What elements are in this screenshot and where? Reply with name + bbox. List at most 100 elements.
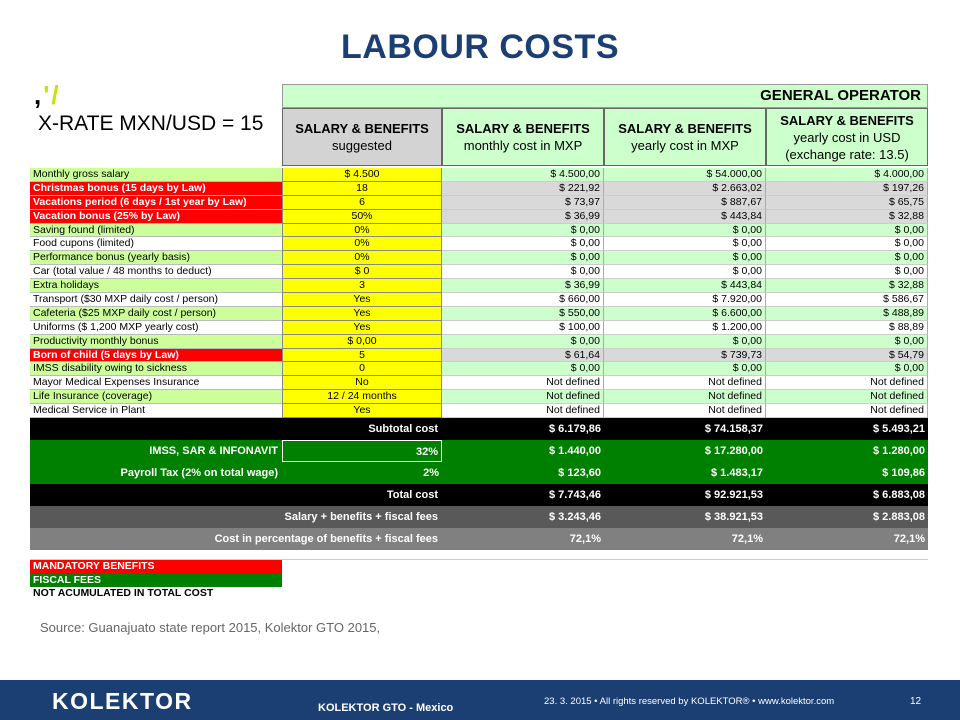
row-monthly: $ 100,00 [442, 320, 604, 335]
header-suggested: SALARY & BENEFITS suggested [282, 108, 442, 166]
table-row: Car (total value / 48 months to deduct) $… [30, 265, 928, 280]
row-suggested: Yes [282, 404, 442, 419]
row-yearly: Not defined [604, 390, 766, 405]
table-row: Vacation bonus (25% by Law) 50% $ 36,99 $ 4… [30, 209, 928, 224]
row-monthly: $ 0,00 [442, 334, 604, 349]
row-usd: $ 32,88 [766, 279, 928, 294]
row-label: IMSS disability owing to sickness [30, 362, 282, 377]
row-suggested: 18 [282, 181, 442, 196]
row-usd: Not defined [766, 404, 928, 419]
percentage-label: Cost in percentage of benefits + fiscal … [214, 533, 438, 546]
row-monthly: $ 73,97 [442, 195, 604, 210]
row-label: Extra holidays [30, 279, 282, 294]
row-usd: $ 88,89 [766, 320, 928, 335]
percentage-usd: 72,1% [893, 533, 925, 546]
subtotal-yearly: $ 74.158,37 [704, 423, 763, 436]
imss-label: IMSS, SAR & INFONAVIT [149, 445, 278, 458]
total-row: Total cost $ 7.743,46 $ 92.921,53 $ 6.88… [30, 484, 928, 507]
table-row: Born of child (5 days by Law) 5 $ 61,64 $ 7… [30, 348, 928, 363]
row-yearly: $ 739,73 [604, 348, 766, 363]
row-label: Life Insurance (coverage) [30, 390, 282, 405]
page-title: LABOUR COSTS [341, 28, 619, 66]
table-row: Saving found (limited) 0% $ 0,00 $ 0,00 $ 0,… [30, 223, 928, 238]
legend-mandatory-label: MANDATORY BENEFITS [30, 560, 282, 574]
row-monthly: $ 36,99 [442, 279, 604, 294]
header-yearly-mxp: SALARY & BENEFITS yearly cost in MXP [604, 108, 766, 166]
imss-yearly: $ 17.280,00 [704, 445, 763, 458]
row-suggested: 6 [282, 195, 442, 210]
benefits-row: Salary + benefits + fiscal fees $ 3.243,… [30, 506, 928, 529]
percentage-monthly: 72,1% [569, 533, 601, 546]
row-monthly: $ 61,64 [442, 348, 604, 363]
row-usd: Not defined [766, 390, 928, 405]
subtotal-row: Subtotal cost $ 6.179,86 $ 74.158,37 $ 5… [30, 418, 928, 441]
row-label: Christmas bonus (15 days by Law) [30, 181, 282, 196]
table-row: Productivity monthly bonus $ 0,00 $ 0,00 $ … [30, 334, 928, 349]
legend-not-accumulated: NOT ACUMULATED IN TOTAL COST [30, 587, 928, 598]
total-yearly: $ 92.921,53 [704, 489, 763, 502]
row-label: Performance bonus (yearly basis) [30, 251, 282, 266]
table-row: Christmas bonus (15 days by Law) 18 $ 221,… [30, 181, 928, 196]
cost-table: Monthly gross salary $ 4.500 $ 4.500,00 $ 5… [30, 168, 928, 598]
legend-fiscal-label: FISCAL FEES [30, 573, 282, 588]
footer-bar: KOLEKTOR KOLEKTOR GTO - Mexico 23. 3. 20… [0, 680, 960, 720]
row-usd: $ 197,26 [766, 181, 928, 196]
payroll-label: Payroll Tax (2% on total wage) [120, 467, 279, 480]
legend-not-accumulated-label: NOT ACUMULATED IN TOTAL COST [30, 587, 282, 598]
row-usd: $ 54,79 [766, 348, 928, 363]
page-number: 12 [910, 696, 922, 707]
row-suggested: 0% [282, 223, 442, 238]
row-usd: $ 0,00 [766, 362, 928, 377]
table-row: Cafeteria ($25 MXP daily cost / person) Y… [30, 306, 928, 321]
payroll-row: Payroll Tax (2% on total wage) 2% $ 123,… [30, 462, 928, 485]
row-yearly: $ 0,00 [604, 251, 766, 266]
row-suggested: 0% [282, 237, 442, 252]
row-label: Vacations period (6 days / 1st year by L… [30, 195, 282, 210]
row-usd: $ 0,00 [766, 251, 928, 266]
subtotal-usd: $ 5.493,21 [873, 423, 925, 436]
row-suggested: Yes [282, 306, 442, 321]
row-monthly: $ 4.500,00 [442, 168, 604, 182]
row-yearly: Not defined [604, 404, 766, 419]
row-suggested: Yes [282, 320, 442, 335]
legend-fiscal: FISCAL FEES [30, 573, 928, 588]
row-label: Born of child (5 days by Law) [30, 348, 282, 363]
row-label: Productivity monthly bonus [30, 334, 282, 349]
percentage-row: Cost in percentage of benefits + fiscal … [30, 528, 928, 551]
row-yearly: $ 0,00 [604, 362, 766, 377]
row-yearly: $ 2.663,02 [604, 181, 766, 196]
header-yearly-usd: SALARY & BENEFITS yearly cost in USD (exch… [766, 108, 928, 166]
row-usd: $ 0,00 [766, 265, 928, 280]
table-row: IMSS disability owing to sickness 0 $ 0,00… [30, 362, 928, 377]
row-suggested: 12 / 24 months [282, 390, 442, 405]
row-yearly: $ 0,00 [604, 237, 766, 252]
row-yearly: $ 54.000,00 [604, 168, 766, 182]
exchange-rate-label: X-RATE MXN/USD = 15 [38, 112, 264, 135]
imss-monthly: $ 1.440,00 [549, 445, 601, 458]
row-usd: $ 32,88 [766, 209, 928, 224]
total-usd: $ 6.883,08 [873, 489, 925, 502]
row-monthly: Not defined [442, 376, 604, 391]
row-label: Car (total value / 48 months to deduct) [30, 265, 282, 280]
payroll-usd: $ 109,86 [882, 467, 925, 480]
benefits-yearly: $ 38.921,53 [704, 511, 763, 524]
row-usd: $ 4.000,00 [766, 168, 928, 182]
row-label: Vacation bonus (25% by Law) [30, 209, 282, 224]
row-label: Uniforms ($ 1,200 MXP yearly cost) [30, 321, 282, 335]
row-suggested: 0 [282, 362, 442, 377]
table-row: Vacations period (6 days / 1st year by L… [30, 195, 928, 210]
percentage-yearly: 72,1% [731, 533, 763, 546]
row-label: Cafeteria ($25 MXP daily cost / person) [30, 306, 282, 321]
row-monthly: $ 0,00 [442, 362, 604, 377]
row-yearly: $ 0,00 [604, 223, 766, 238]
benefits-label: Salary + benefits + fiscal fees [284, 511, 438, 524]
row-suggested: No [282, 376, 442, 391]
row-yearly: $ 1.200,00 [604, 320, 766, 335]
table-spacer [30, 550, 928, 561]
row-yearly: $ 7.920,00 [604, 293, 766, 307]
legend-mandatory: MANDATORY BENEFITS [30, 560, 928, 574]
row-label: Medical Service in Plant [30, 404, 282, 419]
row-suggested: 3 [282, 279, 442, 294]
row-usd: Not defined [766, 376, 928, 391]
footer-subtitle: KOLEKTOR GTO - Mexico [318, 702, 454, 714]
